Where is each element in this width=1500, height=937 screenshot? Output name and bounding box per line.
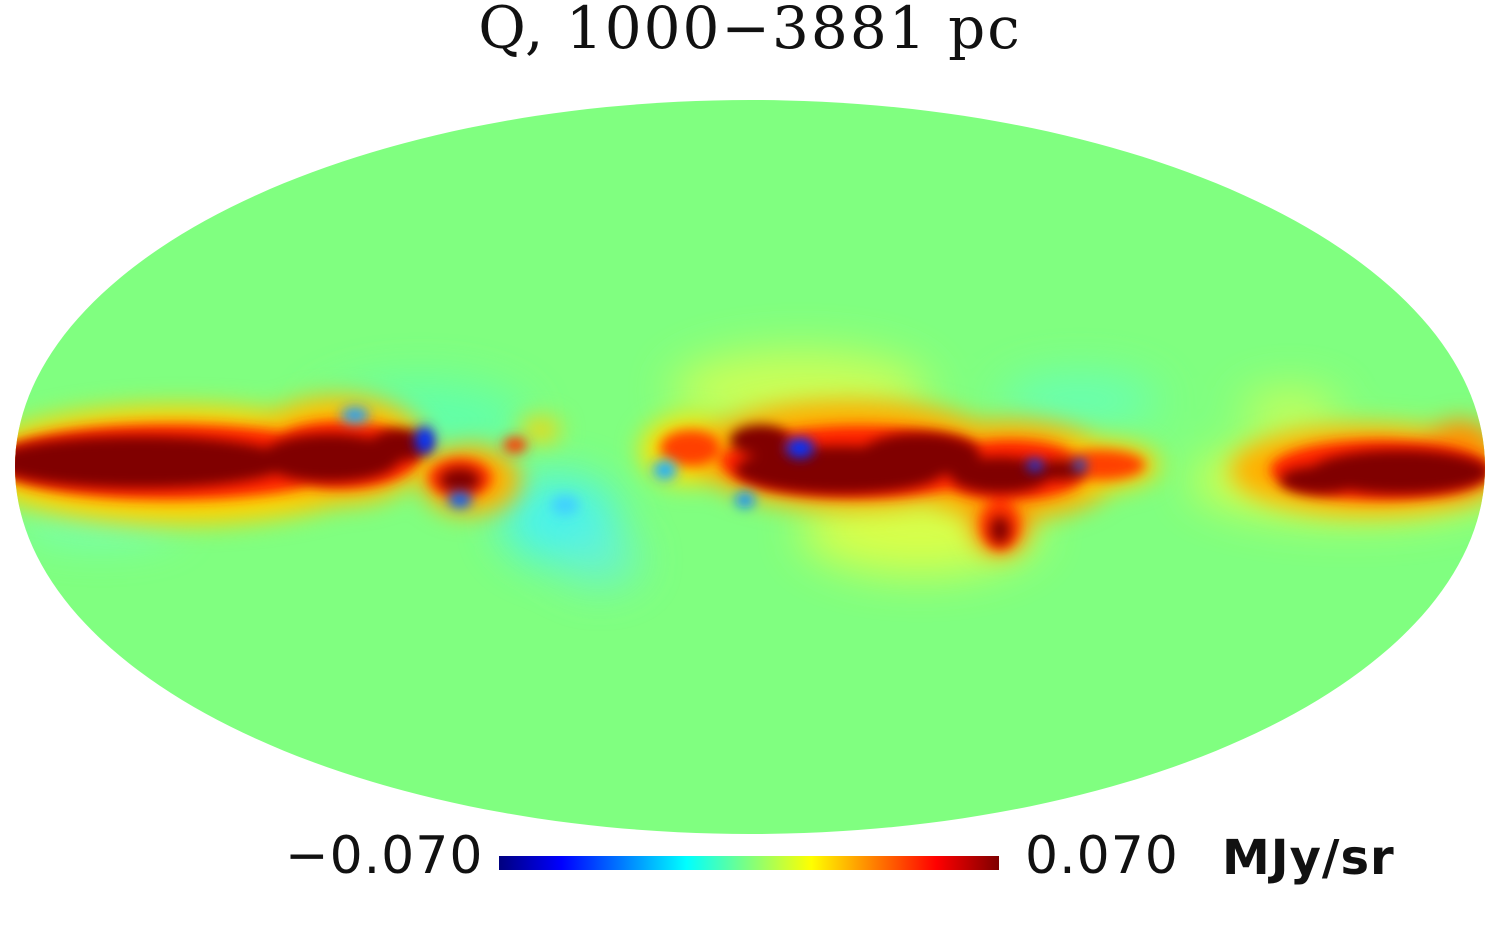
colorbar-unit-label: MJy/sr (1222, 830, 1395, 886)
colorbar (499, 856, 999, 870)
colorbar-gradient (499, 856, 999, 870)
colorbar-max-label: 0.070 (1025, 826, 1179, 886)
map-features (15, 350, 1485, 585)
chart-title: Q, 1000−3881 pc (478, 0, 1022, 62)
colorbar-min-label: −0.070 (285, 826, 484, 886)
